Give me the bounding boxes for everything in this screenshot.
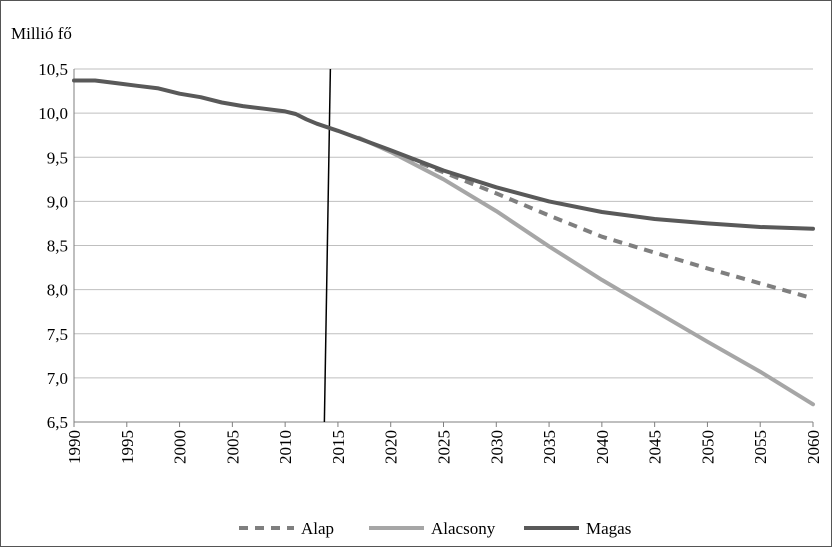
y-tick-label: 8,0 xyxy=(47,281,68,300)
x-tick-label: 2060 xyxy=(804,430,823,464)
x-tick-label: 2025 xyxy=(435,430,454,464)
gridlines xyxy=(74,68,813,379)
y-tick-label: 6,5 xyxy=(47,413,68,432)
series-line-alacsony xyxy=(357,135,815,407)
x-tick-label: 2045 xyxy=(646,430,665,464)
legend-label-alap: Alap xyxy=(301,519,334,538)
x-tick-label: 2030 xyxy=(487,430,506,464)
legend-label-alacsony: Alacsony xyxy=(431,519,496,538)
y-tick-label: 9,5 xyxy=(47,148,68,167)
y-tick-label: 10,5 xyxy=(38,60,68,79)
y-tick-label: 9,0 xyxy=(47,192,68,211)
legend: Alap Alacsony Magas xyxy=(239,519,631,538)
x-tick-label: 2015 xyxy=(329,430,348,464)
axes xyxy=(73,69,814,427)
x-tick-label: 2000 xyxy=(171,430,190,464)
x-tick-label: 2005 xyxy=(223,430,242,464)
x-tick-label: 1990 xyxy=(65,430,84,464)
y-axis-label: Millió fő xyxy=(11,24,72,43)
x-tick-label: 2010 xyxy=(276,430,295,464)
x-tick-label: 2040 xyxy=(593,430,612,464)
x-tick-labels: 1990 1995 2000 2005 2010 2015 2020 2025 2030 2035… xyxy=(65,430,823,464)
y-tick-label: 10,0 xyxy=(38,104,68,123)
y-tick-label: 8,5 xyxy=(47,237,68,256)
legend-label-magas: Magas xyxy=(586,519,631,538)
y-tick-label: 7,0 xyxy=(47,369,68,388)
x-tick-label: 2050 xyxy=(698,430,717,464)
x-tick-label: 1995 xyxy=(118,430,137,464)
x-tick-label: 2020 xyxy=(382,430,401,464)
x-tick-label: 2055 xyxy=(751,430,770,464)
x-tick-label: 2035 xyxy=(540,430,559,464)
series-line-magas xyxy=(72,78,815,231)
y-tick-labels: 6,5 7,0 7,5 8,0 8,5 9,0 9,5 10,0 10,5 xyxy=(38,60,68,432)
series-lines xyxy=(72,78,815,407)
series-line-alap xyxy=(389,149,814,301)
y-tick-label: 7,5 xyxy=(47,325,68,344)
